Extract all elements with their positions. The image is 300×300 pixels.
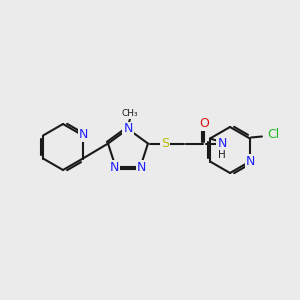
Text: N: N	[110, 161, 119, 175]
Text: S: S	[161, 137, 169, 150]
Text: N: N	[246, 155, 256, 168]
Text: N: N	[217, 137, 227, 150]
Text: Cl: Cl	[267, 128, 279, 141]
Text: N: N	[137, 161, 146, 175]
Text: N: N	[123, 122, 133, 136]
Text: H: H	[218, 149, 226, 160]
Text: N: N	[79, 128, 88, 141]
Text: O: O	[199, 117, 209, 130]
Text: CH₃: CH₃	[122, 110, 138, 118]
